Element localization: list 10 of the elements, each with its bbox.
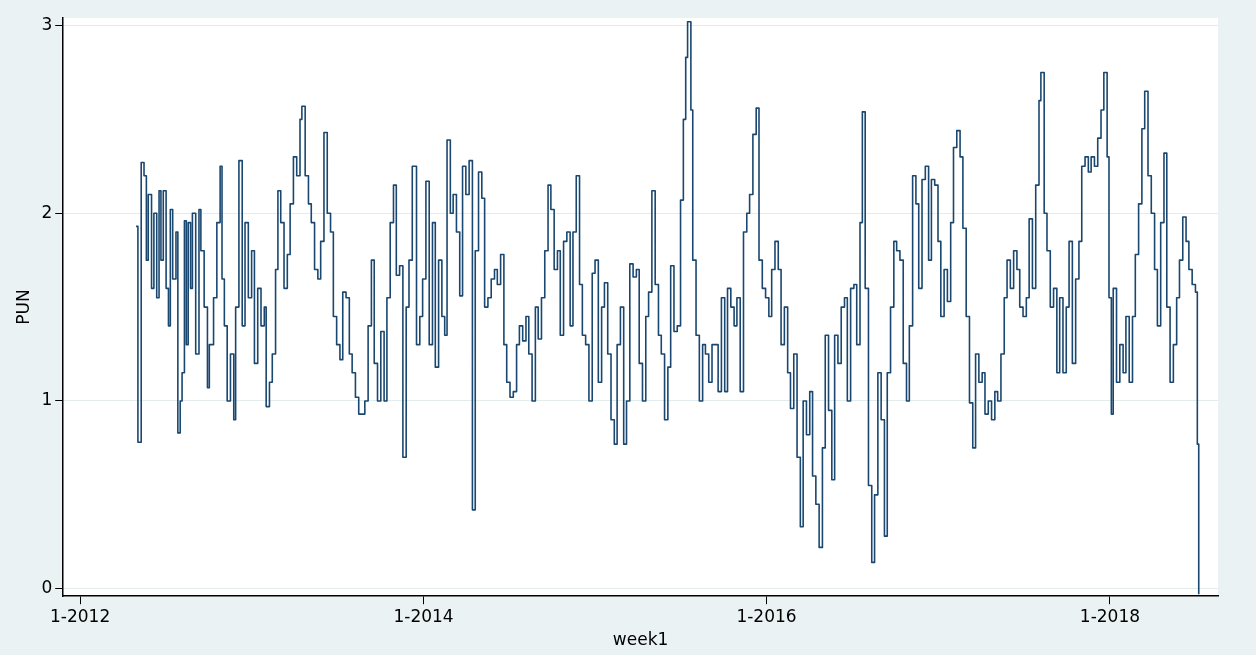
x-axis-title: week1 bbox=[612, 629, 669, 650]
x-tick-label: 1-2018 bbox=[1079, 605, 1141, 626]
y-tick-label: 3 bbox=[41, 13, 53, 34]
y-tick-label: 0 bbox=[41, 577, 53, 598]
y-tick-label: 2 bbox=[41, 201, 53, 222]
x-tick-label: 1-2014 bbox=[393, 605, 454, 626]
x-tick-label: 1-2012 bbox=[50, 605, 111, 626]
x-tick-label: 1-2016 bbox=[736, 605, 797, 626]
y-tick-label: 1 bbox=[41, 389, 53, 410]
y-axis-title: PUN bbox=[12, 289, 33, 325]
